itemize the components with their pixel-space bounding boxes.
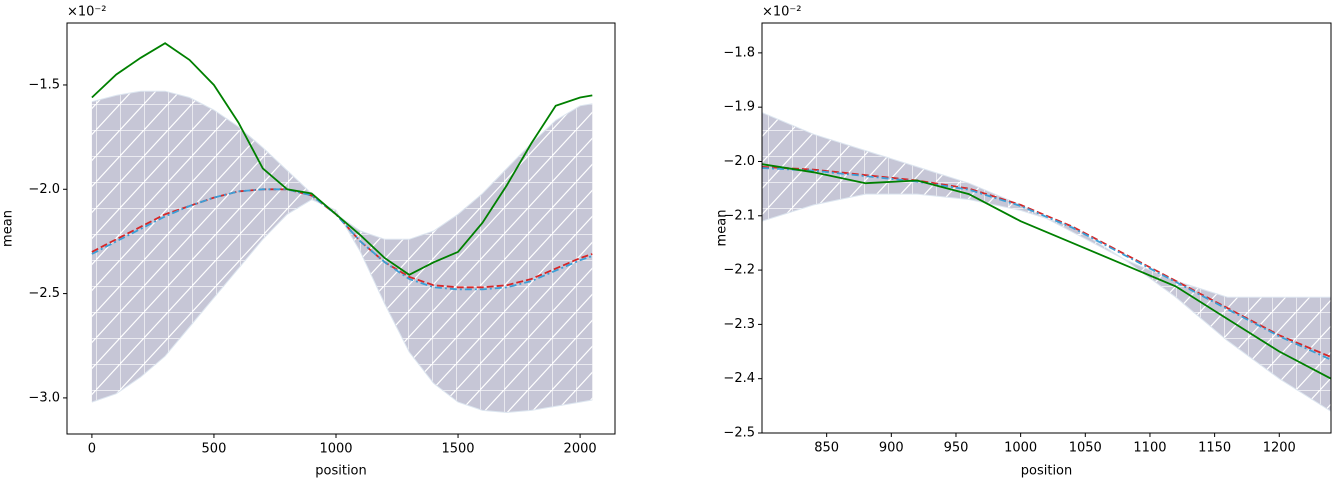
offset-text: ×10⁻² bbox=[762, 5, 802, 20]
y-tick-label: −2.5 bbox=[723, 426, 755, 441]
x-tick-label: 1100 bbox=[1133, 441, 1166, 456]
x-tick-label: 1000 bbox=[1004, 441, 1037, 456]
band-edge bbox=[762, 112, 1331, 298]
y-axis-label: mean bbox=[715, 210, 730, 247]
x-tick-label: 500 bbox=[202, 442, 227, 457]
y-tick-label: −1.8 bbox=[723, 45, 755, 60]
band-edge bbox=[91, 90, 593, 240]
x-tick-label: 1150 bbox=[1198, 441, 1231, 456]
x-tick-label: 0 bbox=[88, 442, 96, 457]
series-line bbox=[91, 42, 593, 276]
series-line bbox=[91, 188, 593, 291]
y-tick-label: −2.3 bbox=[723, 317, 755, 332]
y-tick-label: −2.0 bbox=[28, 182, 60, 197]
series-line bbox=[762, 167, 1331, 361]
x-axis-label: position bbox=[1021, 464, 1073, 479]
y-tick-label: −3.0 bbox=[28, 390, 60, 405]
x-tick-label: 1500 bbox=[441, 442, 474, 457]
band-hatch bbox=[762, 112, 1331, 412]
band-edge bbox=[91, 199, 593, 414]
x-axis-label: position bbox=[315, 464, 367, 479]
axes-frame bbox=[761, 22, 1332, 434]
x-tick-label: 850 bbox=[814, 441, 839, 456]
series-line bbox=[762, 163, 1331, 380]
y-tick-label: −1.5 bbox=[28, 77, 60, 92]
axes-frame bbox=[66, 22, 616, 435]
x-tick-label: 1200 bbox=[1263, 441, 1296, 456]
y-tick-label: −2.2 bbox=[723, 263, 755, 278]
y-tick-label: −2.5 bbox=[28, 286, 60, 301]
plot-area bbox=[762, 112, 1331, 412]
y-tick-label: −2.0 bbox=[723, 154, 755, 169]
y-tick-label: −2.4 bbox=[723, 371, 755, 386]
y-tick-label: −2.1 bbox=[723, 208, 755, 223]
x-tick-label: 950 bbox=[944, 441, 969, 456]
series-line bbox=[762, 166, 1331, 358]
x-tick-label: 1000 bbox=[319, 442, 352, 457]
band-edge bbox=[762, 193, 1331, 412]
y-tick-label: −1.9 bbox=[723, 100, 755, 115]
x-tick-label: 2000 bbox=[564, 442, 597, 457]
offset-text: ×10⁻² bbox=[67, 5, 107, 20]
plot-area bbox=[91, 42, 593, 414]
band-hatch bbox=[91, 91, 593, 413]
x-tick-label: 1050 bbox=[1069, 441, 1102, 456]
x-tick-label: 900 bbox=[879, 441, 904, 456]
y-axis-label: mean bbox=[1, 210, 16, 247]
series-line bbox=[91, 188, 593, 289]
